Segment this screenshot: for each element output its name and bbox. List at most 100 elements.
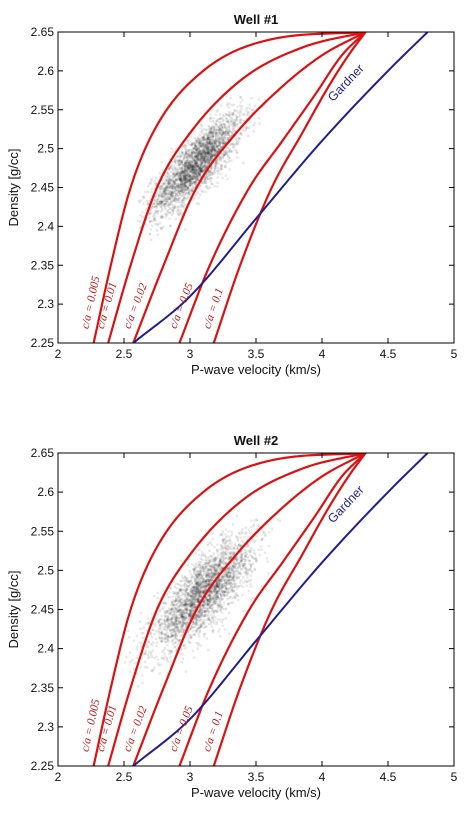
density-point: [203, 148, 206, 151]
density-point: [205, 600, 209, 603]
density-point: [207, 151, 210, 154]
density-point: [219, 583, 222, 586]
density-point: [157, 197, 161, 200]
density-point: [195, 179, 198, 182]
density-point: [178, 639, 181, 642]
density-point: [205, 140, 209, 143]
density-point: [170, 179, 174, 183]
density-point: [147, 640, 150, 643]
density-point: [159, 221, 162, 225]
density-point: [208, 598, 212, 601]
density-point: [209, 583, 212, 586]
density-point: [206, 171, 209, 175]
density-point: [206, 148, 209, 151]
density-point: [225, 607, 228, 610]
density-point: [183, 193, 186, 197]
density-point: [183, 178, 187, 182]
density-point: [252, 548, 256, 552]
density-point: [196, 580, 199, 584]
density-point: [236, 123, 239, 126]
density-point: [188, 592, 191, 595]
density-point: [207, 593, 210, 597]
density-point: [202, 156, 206, 159]
density-point: [191, 164, 194, 167]
density-point: [192, 176, 195, 179]
density-point: [194, 593, 197, 596]
density-point: [231, 583, 234, 586]
density-cloud: [136, 94, 266, 241]
density-point: [169, 193, 172, 196]
x-tick-label: 3.5: [248, 347, 265, 361]
density-point: [192, 601, 195, 604]
density-point: [241, 594, 244, 597]
density-point: [209, 116, 213, 119]
density-point: [205, 144, 208, 148]
density-point: [203, 168, 207, 171]
density-point: [218, 143, 222, 147]
density-point: [125, 656, 128, 659]
density-point: [193, 187, 196, 190]
density-point: [170, 601, 174, 604]
density-point: [210, 606, 214, 609]
density-point: [205, 585, 208, 589]
density-point: [234, 592, 237, 595]
density-point: [195, 145, 199, 148]
density-point: [200, 149, 203, 153]
density-point: [180, 180, 183, 183]
density-point: [169, 177, 172, 180]
density-point: [166, 209, 170, 212]
density-point: [233, 561, 236, 565]
density-point: [209, 127, 212, 130]
density-point: [203, 573, 206, 576]
density-point: [253, 552, 257, 556]
density-point: [221, 577, 224, 581]
density-point: [192, 603, 195, 606]
density-point: [226, 591, 229, 595]
density-point: [172, 624, 175, 627]
density-point: [171, 616, 174, 619]
density-point: [176, 159, 179, 163]
density-point: [166, 172, 170, 175]
density-point: [171, 208, 174, 211]
density-point: [192, 617, 195, 621]
density-point: [183, 153, 186, 157]
density-point: [204, 145, 207, 149]
density-point: [178, 178, 182, 181]
density-point: [210, 586, 213, 589]
density-point: [226, 572, 229, 575]
density-point: [178, 178, 181, 181]
density-point: [196, 581, 199, 585]
density-point: [188, 594, 191, 597]
density-point: [192, 158, 196, 162]
density-point: [192, 181, 195, 184]
density-point: [174, 645, 177, 648]
density-point: [240, 584, 243, 587]
density-point: [202, 135, 206, 138]
density-point: [180, 610, 184, 613]
density-point: [206, 613, 210, 616]
density-point: [213, 559, 216, 563]
density-point: [189, 583, 192, 586]
density-point: [208, 589, 211, 592]
density-point: [181, 628, 184, 631]
density-point: [179, 167, 182, 170]
density-point: [195, 163, 199, 166]
density-point: [227, 602, 231, 605]
density-point: [174, 604, 177, 607]
density-point: [194, 145, 198, 148]
density-point: [146, 202, 150, 205]
density-point: [197, 586, 201, 590]
density-point: [203, 179, 206, 182]
density-point: [203, 145, 207, 148]
density-point: [198, 165, 202, 168]
density-point: [158, 618, 161, 621]
density-point: [148, 220, 152, 224]
density-point: [187, 177, 190, 180]
density-point: [216, 185, 219, 188]
density-point: [198, 143, 201, 146]
density-point: [216, 169, 219, 173]
density-point: [210, 559, 214, 563]
density-point: [187, 608, 190, 612]
density-point: [245, 545, 248, 548]
density-point: [212, 629, 215, 633]
